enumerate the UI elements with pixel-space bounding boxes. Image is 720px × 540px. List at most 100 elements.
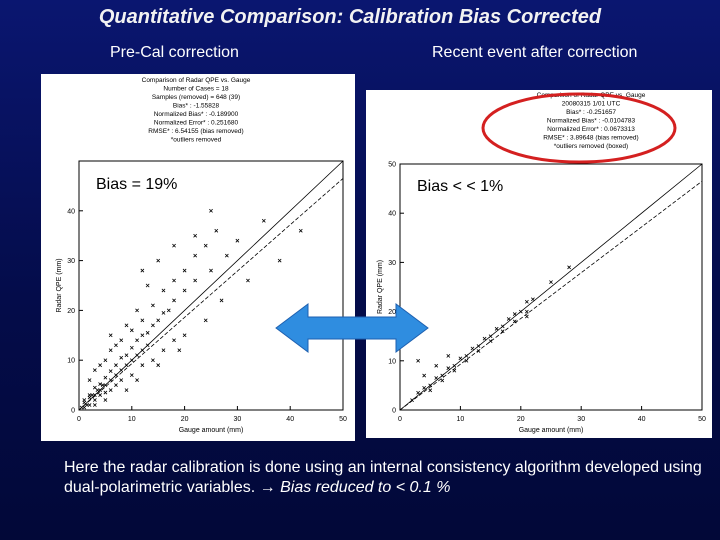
x-tick-label: 10 <box>457 416 465 423</box>
data-point <box>224 253 229 258</box>
data-point <box>108 388 113 392</box>
data-point <box>135 338 139 343</box>
y-tick-label: 50 <box>388 162 396 169</box>
data-point <box>119 378 124 383</box>
data-point <box>410 398 414 403</box>
data-point <box>151 323 155 328</box>
right-bias-label: Bias < < 1% <box>417 178 504 195</box>
one-to-one-line <box>399 163 703 411</box>
data-point <box>103 375 108 380</box>
plot-frame <box>399 163 703 411</box>
x-tick-label: 10 <box>128 416 136 423</box>
data-point <box>103 383 108 387</box>
data-point <box>98 388 103 392</box>
y-tick-label: 0 <box>392 408 396 415</box>
data-point <box>124 323 129 328</box>
data-point <box>145 283 150 288</box>
one-to-one-line <box>78 160 344 411</box>
data-point <box>500 329 505 334</box>
stats-line: Normalized Error* : 0.0673313 <box>547 126 635 133</box>
data-point <box>476 344 481 348</box>
data-point <box>422 373 427 378</box>
data-point <box>172 278 176 283</box>
data-point <box>140 268 145 273</box>
y-tick-label: 10 <box>67 358 75 365</box>
data-point <box>108 378 113 383</box>
data-point <box>464 358 469 363</box>
data-point <box>464 353 469 358</box>
y-axis-label: Radar QPE (mm) <box>377 260 384 314</box>
x-axis-label: Gauge amount (mm) <box>179 427 244 434</box>
data-point <box>129 328 134 333</box>
data-point <box>488 334 493 339</box>
data-point <box>524 309 529 314</box>
data-point <box>428 388 433 393</box>
x-tick-label: 30 <box>577 416 585 423</box>
data-point <box>193 233 198 238</box>
data-point <box>518 309 523 314</box>
x-tick-label: 0 <box>77 416 81 423</box>
data-point <box>567 265 572 270</box>
y-tick-label: 30 <box>67 258 75 265</box>
data-point <box>482 336 487 341</box>
stats-line: Normalized Error* : 0.251680 <box>154 120 239 127</box>
data-point <box>488 339 493 344</box>
y-tick-label: 10 <box>388 358 396 365</box>
data-point <box>124 388 129 392</box>
data-point <box>512 312 517 316</box>
regression-line <box>399 180 703 411</box>
data-point <box>156 363 161 368</box>
data-point <box>151 358 155 363</box>
left-scatter-chart: 0 10 20 30 40 50 0 10 20 30 40 Gauge amount (mm) Rad… <box>56 77 347 434</box>
stats-line: Normalized Bias* : -0.0104783 <box>547 118 636 125</box>
data-point <box>151 303 155 308</box>
x-tick-label: 40 <box>638 416 646 423</box>
data-point <box>103 358 108 363</box>
right-scatter-panel: 0 10 20 30 40 50 0 10 20 30 40 50 Gauge amount (mm) R… <box>366 90 712 438</box>
data-point <box>235 238 240 243</box>
data-point <box>103 398 108 402</box>
y-tick-label: 30 <box>388 260 396 267</box>
double-arrow-icon <box>274 302 430 359</box>
data-point <box>161 311 166 315</box>
data-point <box>114 373 118 378</box>
data-point <box>103 390 108 395</box>
y-tick-label: 20 <box>388 309 396 316</box>
data-point <box>172 338 176 343</box>
data-point <box>98 363 103 368</box>
stats-line: Samples (removed) = 648 (39) <box>152 94 240 101</box>
right-scatter-chart: 0 10 20 30 40 50 0 10 20 30 40 50 Gauge amount (mm) R… <box>377 92 706 434</box>
data-point <box>92 393 97 397</box>
data-point <box>193 278 198 283</box>
data-point <box>85 403 89 407</box>
data-point <box>98 382 103 386</box>
data-point <box>135 378 139 383</box>
data-point <box>156 318 161 323</box>
data-point <box>470 346 475 351</box>
data-point <box>446 366 451 371</box>
data-point <box>476 349 481 353</box>
data-point <box>87 378 92 383</box>
data-point <box>140 348 145 353</box>
data-point <box>172 243 176 248</box>
data-point <box>177 348 182 353</box>
highlight-ellipse <box>481 92 677 164</box>
data-point <box>140 333 145 338</box>
stats-line: Bias* : -1.55828 <box>173 103 220 110</box>
data-point <box>119 355 124 360</box>
y-tick-label: 20 <box>67 308 75 315</box>
data-point <box>92 403 97 407</box>
data-point <box>114 383 118 387</box>
data-point <box>114 363 118 368</box>
regression-line <box>78 178 344 411</box>
data-point <box>261 218 266 223</box>
y-tick-label: 0 <box>71 408 75 415</box>
stats-line: RMSE* : 6.54155 (bias removed) <box>148 128 243 135</box>
data-point <box>98 393 103 397</box>
data-point <box>277 258 282 263</box>
data-point <box>524 314 529 319</box>
data-point <box>119 368 124 373</box>
stats-line: *outliers removed (boxed) <box>554 143 628 150</box>
data-point <box>434 376 439 380</box>
data-point <box>129 358 134 363</box>
